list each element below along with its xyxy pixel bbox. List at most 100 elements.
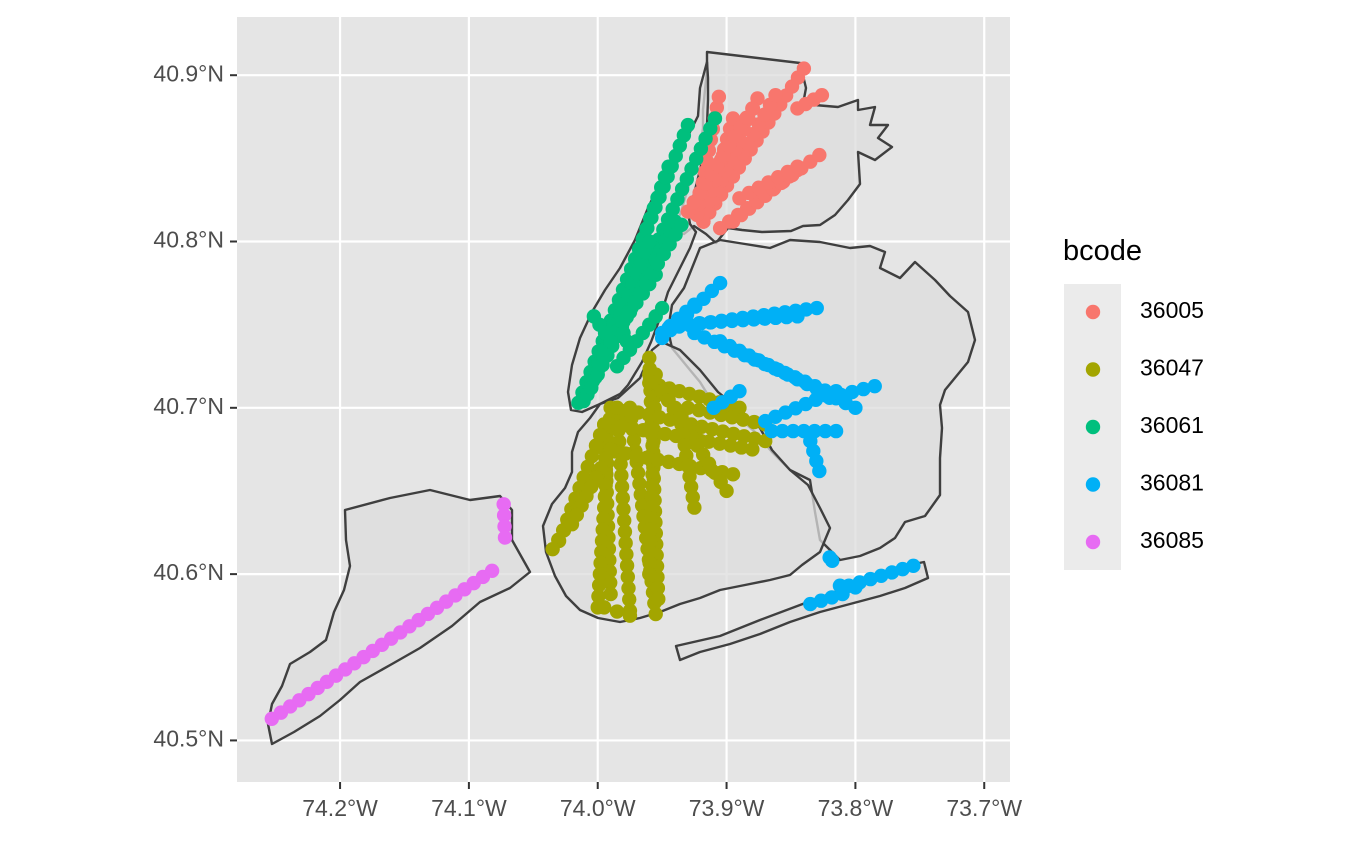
- data-point-36081: [768, 310, 783, 326]
- data-point-36047: [614, 468, 629, 483]
- data-point-36047: [614, 479, 630, 494]
- y-tick-label: 40.5°N: [153, 726, 224, 752]
- data-point-36005: [790, 159, 805, 174]
- data-point-36047: [622, 608, 638, 623]
- data-point-36081: [818, 423, 833, 439]
- data-point-36047: [642, 555, 657, 571]
- data-point-36081: [906, 558, 921, 574]
- data-point-36047: [644, 478, 660, 493]
- data-point-36047: [746, 414, 762, 430]
- data-point-36061: [680, 117, 696, 133]
- data-point-36081: [757, 311, 772, 326]
- data-point-36081: [670, 317, 685, 332]
- data-point-36047: [651, 591, 666, 607]
- data-point-36047: [602, 575, 618, 590]
- data-point-36081: [848, 400, 863, 416]
- data-point-36047: [595, 522, 610, 537]
- data-point-36047: [618, 446, 633, 461]
- data-point-36047: [644, 489, 659, 504]
- data-point-36047: [645, 467, 660, 482]
- data-point-36047: [650, 580, 666, 596]
- axes: 40.5°N 40.6°N 40.7°N 40.8°N 40.9°N 74.2°W 74.1…: [153, 60, 1022, 821]
- data-point-36047: [643, 511, 659, 526]
- data-point-36061: [642, 234, 657, 249]
- data-point-36047: [545, 541, 560, 557]
- data-point-36081: [785, 423, 801, 439]
- data-point-36081: [812, 463, 827, 479]
- data-point-36047: [626, 433, 642, 448]
- data-point-36081: [703, 315, 718, 330]
- data-point-36047: [650, 452, 666, 467]
- data-point-36081: [687, 297, 702, 312]
- data-point-36047: [592, 566, 608, 582]
- data-point-36047: [596, 600, 612, 615]
- data-point-36047: [622, 592, 637, 607]
- data-point-36005: [796, 61, 812, 76]
- legend-key-36061: [1085, 419, 1101, 435]
- data-point-36085: [497, 530, 513, 545]
- data-point-36047: [643, 533, 658, 549]
- data-point-36081: [856, 381, 871, 397]
- data-points: [264, 61, 921, 727]
- data-point-36081: [712, 275, 728, 291]
- data-point-36047: [629, 448, 644, 463]
- legend-key-36047: [1085, 362, 1101, 377]
- data-point-36047: [617, 513, 632, 528]
- legend-label: 36061: [1140, 412, 1204, 438]
- data-point-36047: [657, 426, 673, 442]
- legend-label: 36047: [1140, 355, 1204, 381]
- x-tick-label: 73.7°W: [946, 795, 1022, 821]
- series-36081: [654, 275, 921, 612]
- data-point-36047: [642, 544, 658, 560]
- data-point-36047: [564, 517, 580, 532]
- data-point-36047: [591, 578, 607, 593]
- data-point-36047: [642, 350, 657, 366]
- data-point-36047: [724, 410, 740, 425]
- data-point-36061: [654, 300, 670, 316]
- data-point-36085: [497, 519, 512, 534]
- data-point-36085: [496, 508, 512, 523]
- y-tick-label: 40.8°N: [153, 227, 224, 253]
- data-point-36081: [775, 423, 790, 439]
- data-point-36047: [594, 533, 610, 549]
- data-point-36061: [622, 342, 638, 357]
- legend-key-36085: [1085, 534, 1101, 550]
- series-36047: [545, 350, 773, 623]
- data-point-36081: [779, 309, 794, 325]
- x-tick-label: 74.2°W: [302, 795, 378, 821]
- data-point-36081: [735, 312, 751, 328]
- data-point-36047: [620, 569, 635, 585]
- legend-label: 36005: [1140, 297, 1204, 323]
- data-point-36047: [591, 589, 606, 604]
- data-point-36005: [812, 147, 827, 163]
- y-tick-label: 40.7°N: [153, 393, 224, 419]
- data-point-36047: [642, 566, 657, 582]
- data-point-36047: [725, 467, 741, 482]
- data-point-36005: [709, 100, 725, 115]
- data-point-36081: [828, 423, 844, 439]
- legend-key-36081: [1085, 477, 1101, 492]
- data-point-36081: [764, 423, 779, 439]
- data-point-36047: [596, 511, 611, 526]
- data-point-36047: [643, 522, 658, 537]
- data-point-36081: [732, 383, 747, 399]
- legend-key-36005: [1085, 304, 1101, 320]
- data-point-36085: [496, 497, 511, 512]
- data-point-36047: [614, 419, 629, 434]
- x-tick-label: 74.0°W: [560, 795, 636, 821]
- series-36085: [264, 497, 513, 727]
- data-point-36047: [618, 535, 633, 551]
- x-tick-label: 74.1°W: [431, 795, 507, 821]
- data-point-36047: [691, 402, 707, 418]
- data-point-36081: [848, 580, 863, 595]
- data-point-36047: [597, 489, 613, 504]
- data-point-36047: [617, 524, 633, 540]
- data-point-36047: [619, 558, 635, 573]
- data-point-36061: [674, 217, 689, 233]
- data-point-36085: [484, 563, 500, 578]
- legend-label: 36085: [1140, 527, 1204, 553]
- data-point-36047: [723, 438, 738, 453]
- data-point-36047: [636, 423, 651, 438]
- data-point-36047: [633, 487, 648, 502]
- data-point-36047: [734, 440, 749, 455]
